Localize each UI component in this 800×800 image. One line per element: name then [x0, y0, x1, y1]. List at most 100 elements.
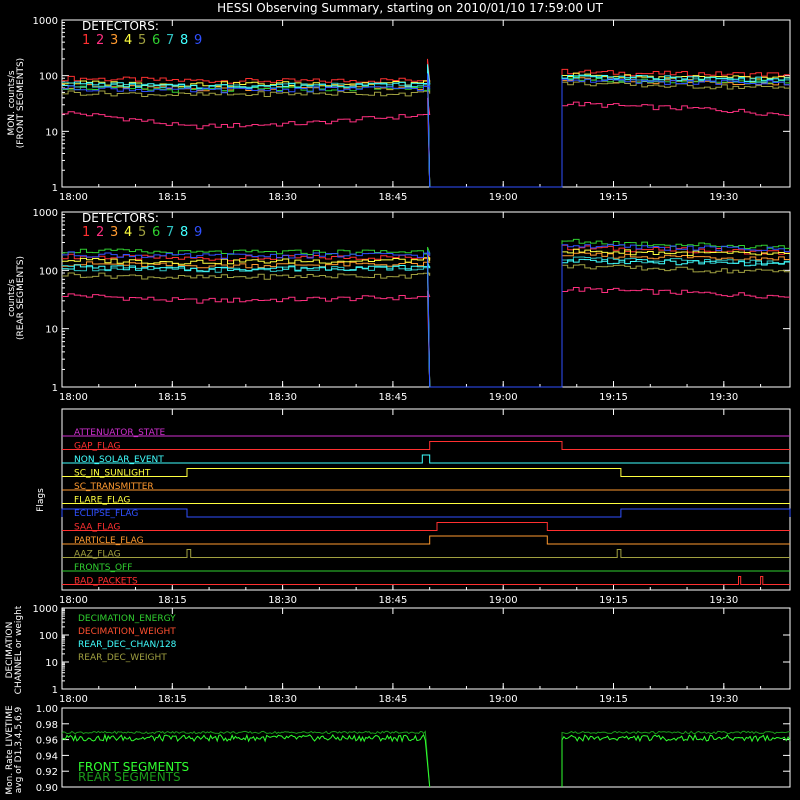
legend-entry-6: 6: [152, 225, 160, 240]
series-line-7: [62, 256, 790, 388]
flag-label: FLARE_FLAG: [74, 496, 130, 506]
flag-line-saa_flag: [62, 522, 790, 531]
flag-line-aaz_flag: [62, 549, 790, 558]
panel-rear-segments: 1 10 100 1000 18:00 18:15 18:30 18:45 19:00 19:15…: [7, 208, 791, 403]
series-line-5: [62, 264, 790, 388]
y-axis-label: MON. counts/s: [7, 70, 17, 135]
x-tick-label: 18:45: [378, 192, 407, 203]
flag-line-sc_in_sunlight: [62, 468, 790, 477]
y-tick-label: 1000: [33, 16, 58, 27]
flag-label: SC_TRANSMITTER: [74, 482, 154, 492]
series-line-1: [62, 58, 790, 188]
x-tick-label: 19:00: [489, 192, 518, 203]
y-tick-label: 1.00: [36, 704, 58, 715]
legend-entry-3: 3: [110, 225, 118, 240]
legend-entry-1: 1: [82, 33, 90, 48]
livetime-line-front: [61, 733, 791, 788]
flag-label: BAD_PACKETS: [74, 577, 138, 587]
decimation-legend-entry: DECIMATION_ENERGY: [78, 614, 176, 624]
y-tick-label: 10: [45, 325, 58, 336]
x-tick-label: 18:00: [59, 392, 88, 403]
flag-label: AAZ_FLAG: [74, 550, 121, 560]
y-tick-label: 100: [39, 631, 58, 642]
series-line-2: [62, 97, 790, 188]
x-tick-label: 18:00: [59, 192, 88, 203]
x-tick-label: 19:00: [489, 392, 518, 403]
legend-entry-5: 5: [138, 33, 146, 48]
flag-label: PARTICLE_FLAG: [74, 536, 144, 546]
legend-entry-6: 6: [152, 33, 160, 48]
x-tick-label: 19:15: [599, 192, 628, 203]
series-line-3: [62, 252, 790, 388]
x-tick-label: 18:30: [268, 192, 297, 203]
y-axis-label: CHANNEL or weight: [14, 605, 24, 694]
y-tick-label: 0.96: [36, 736, 58, 747]
y-axis-label: Mon. Rate LIVETIME: [5, 705, 15, 795]
decimation-legend-entry: REAR_DEC_CHAN/128: [78, 640, 177, 650]
y-tick-label: 1: [52, 183, 58, 194]
livetime-legend-entry: FRONT SEGMENTS: [78, 760, 189, 774]
legend-entry-4: 4: [124, 225, 132, 240]
legend-title: DETECTORS:: [82, 19, 159, 33]
y-axis-label: avg of D1,3,4,5,6,9: [14, 706, 24, 793]
y-axis-label: (REAR SEGMENTS): [16, 256, 26, 340]
rear-plot-frame: [61, 211, 791, 388]
x-tick-label: 19:15: [599, 595, 628, 606]
x-tick-label: 19:15: [599, 694, 628, 705]
x-tick-label: 19:30: [709, 595, 738, 606]
legend-entry-1: 1: [82, 225, 90, 240]
flag-line-bad_packets: [62, 576, 790, 585]
y-tick-label: 0.98: [36, 720, 58, 731]
y-tick-label: 1000: [33, 604, 58, 615]
x-tick-label: 18:30: [268, 694, 297, 705]
legend-entry-4: 4: [124, 33, 132, 48]
decimation-plot-frame: [61, 607, 791, 690]
livetime-legend-entry: REAR SEGMENTS: [78, 770, 181, 784]
panel-flags: 18:00 18:15 18:30 18:45 19:00 19:15 19:30 Flags…: [36, 408, 791, 606]
series-line-9: [62, 243, 790, 388]
flag-label: SC_IN_SUNLIGHT: [74, 469, 151, 479]
panel-livetime: 0.90 0.92 0.94 0.96 0.98 1.00 Mon. Rate LIVETI…: [5, 704, 791, 795]
flags-plot-frame: [61, 408, 791, 591]
x-tick-label: 18:00: [59, 595, 88, 606]
series-line-7: [62, 67, 790, 188]
flag-line-eclipse_flag: [61, 508, 791, 518]
flag-label: ATTENUATOR_STATE: [74, 428, 166, 438]
series-line-5: [62, 78, 790, 188]
y-axis-label: counts/s: [7, 279, 17, 317]
y-tick-label: 10: [45, 127, 58, 138]
x-tick-label: 19:30: [709, 694, 738, 705]
panel-front-segments: 1 10 100 1000 18:00 18:15 18:30 18:45 19:00 19:15…: [7, 16, 791, 203]
series-line-4: [62, 248, 790, 388]
legend-entry-9: 9: [194, 33, 202, 48]
x-tick-label: 18:30: [268, 595, 297, 606]
x-tick-label: 19:15: [599, 392, 628, 403]
y-tick-label: 100: [39, 266, 58, 277]
legend-entry-7: 7: [166, 225, 174, 240]
legend-title: DETECTORS:: [82, 211, 159, 225]
flag-line-non_solar_event: [62, 454, 790, 464]
panel-decimation: 1 10 100 1000 18:00 18:15 18:30 18:45 19:00 19:15…: [5, 604, 791, 705]
figure-title: HESSI Observing Summary, starting on 201…: [217, 1, 603, 15]
livetime-line-rear: [61, 730, 791, 788]
x-tick-label: 18:15: [158, 595, 187, 606]
x-tick-label: 19:00: [489, 595, 518, 606]
y-tick-label: 0.92: [36, 767, 58, 778]
x-tick-label: 18:45: [378, 694, 407, 705]
series-line-3: [62, 71, 790, 188]
legend-entry-3: 3: [110, 33, 118, 48]
y-tick-label: 10: [45, 658, 58, 669]
flag-label: SAA_FLAG: [74, 523, 120, 533]
legend-entry-2: 2: [96, 225, 104, 240]
x-tick-label: 18:45: [378, 392, 407, 403]
series-line-9: [62, 73, 790, 188]
x-tick-label: 19:30: [709, 392, 738, 403]
x-tick-label: 18:15: [158, 192, 187, 203]
flag-label: NON_SOLAR_EVENT: [74, 455, 164, 465]
y-axis-label: (FRONT SEGMENTS): [16, 58, 26, 148]
flag-line-particle_flag: [62, 535, 790, 545]
flag-label: FRONTS_OFF: [74, 563, 132, 573]
x-tick-label: 19:00: [489, 694, 518, 705]
x-tick-label: 18:15: [158, 392, 187, 403]
